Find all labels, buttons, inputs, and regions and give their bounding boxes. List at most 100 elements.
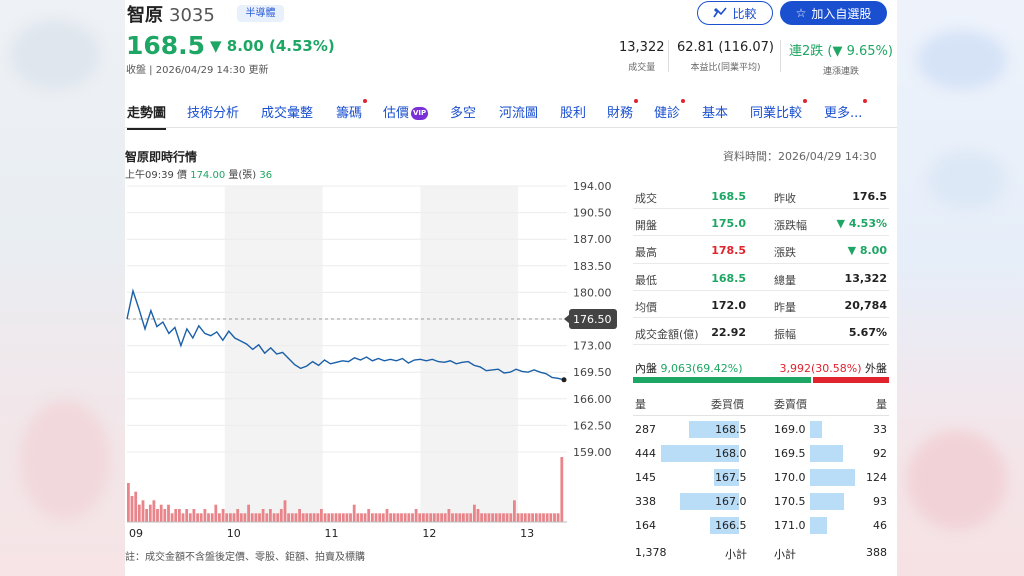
ask-price: 169.0 <box>774 423 806 436</box>
y-tick-label: 162.50 <box>573 419 612 432</box>
tab-valuation[interactable]: 估價 VIP <box>383 102 429 121</box>
volume-bar <box>345 513 349 522</box>
volume-bar <box>465 513 469 522</box>
volume-bar <box>167 504 170 522</box>
volume-bar <box>229 513 232 522</box>
quote-value: 168.5 <box>711 190 746 203</box>
volume-bar <box>483 513 487 522</box>
compare-button[interactable]: 比較 <box>697 1 773 25</box>
volume-bar <box>491 513 494 522</box>
quote-value: ▼ 8.00 <box>847 244 887 258</box>
tab-bar: 走勢圖 技術分析 成交彙整 籌碼 估價 VIP 多空 河流圖 股利 財務 健診 基… <box>125 99 897 130</box>
stock-name: 智原 <box>127 5 163 26</box>
volume-bar <box>487 513 491 522</box>
volume-bar <box>538 513 542 522</box>
y-tick-label: 183.50 <box>573 260 612 273</box>
stat-pe: 62.81 (116.07) 本益比(同業平均) <box>677 40 774 73</box>
x-tick-label: 10 <box>227 527 241 540</box>
tab-health[interactable]: 健診 <box>654 99 686 121</box>
volume-bar <box>531 513 534 522</box>
quote-label: 振幅 <box>774 327 796 341</box>
bid-qty: 145 <box>635 471 656 484</box>
volume-bar <box>516 513 520 522</box>
volume-bar <box>185 509 189 522</box>
tab-financial[interactable]: 財務 <box>607 99 639 121</box>
volume-bar <box>381 513 385 522</box>
hour-band <box>224 186 323 522</box>
volume-bar <box>374 513 378 522</box>
quote-row: 最低 168.5 總量 13,322 <box>633 264 889 291</box>
volume-bar <box>218 513 221 522</box>
intraday-chart[interactable]: 194.00 190.50 187.00 183.50 180.00 173.00 169.… <box>125 182 625 542</box>
volume-bar <box>458 513 462 522</box>
volume-bar <box>258 513 261 522</box>
volume-bar <box>553 513 556 522</box>
outer-label: 外盤 <box>865 362 887 375</box>
volume-bar <box>221 509 225 522</box>
volume-bar <box>371 513 374 522</box>
tab-trade-summary[interactable]: 成交彙整 <box>261 102 313 121</box>
volume-bar <box>196 513 199 522</box>
bid-qty: 287 <box>635 423 656 436</box>
bid-price: 167.5 <box>715 471 747 484</box>
ask-price-header: 委賣價 <box>774 398 807 411</box>
volume-bar <box>334 513 338 522</box>
quote-value: 22.92 <box>711 325 746 339</box>
volume-bar <box>349 513 352 522</box>
vip-badge: VIP <box>411 107 429 120</box>
star-icon: ☆ <box>795 6 807 20</box>
current-price: 168.5 <box>126 31 206 60</box>
tab-river-chart[interactable]: 河流圖 <box>499 102 538 121</box>
volume-bar <box>545 513 549 522</box>
tab-technical[interactable]: 技術分析 <box>187 102 239 121</box>
divider <box>668 40 669 72</box>
bid-total: 1,378 <box>635 546 667 559</box>
add-watchlist-button[interactable]: ☆ 加入自選股 <box>780 1 887 25</box>
inout-bar <box>633 377 889 383</box>
volume-bar <box>411 513 414 522</box>
tab-trend[interactable]: 走勢圖 <box>127 102 167 130</box>
volume-bar <box>527 513 531 522</box>
data-time: 資料時間：2026/04/29 14:30 <box>723 150 877 163</box>
tab-label: 股利 <box>560 106 587 121</box>
tab-chips[interactable]: 籌碼 <box>336 99 368 121</box>
volume-bar <box>451 513 454 522</box>
volume-bar <box>367 509 371 522</box>
volume-bar <box>549 513 553 522</box>
volume-bar <box>134 491 138 522</box>
ask-total-label: 小計 <box>774 548 796 561</box>
quote-label: 開盤 <box>635 219 657 233</box>
divider <box>780 40 781 72</box>
tab-basic[interactable]: 基本 <box>702 102 728 121</box>
volume-bar <box>425 513 429 522</box>
tab-long-short[interactable]: 多空 <box>450 102 476 121</box>
volume-bar <box>476 509 480 522</box>
volume-bar <box>498 513 502 522</box>
tab-dividend[interactable]: 股利 <box>560 102 586 121</box>
bid-volume-bar <box>713 469 739 486</box>
volume-bar <box>192 509 196 522</box>
volume-bar <box>247 504 250 522</box>
tab-peer-compare[interactable]: 同業比較 <box>750 99 808 121</box>
ask-volume-bar <box>810 493 844 510</box>
ask-qty: 46 <box>873 519 887 532</box>
industry-badge[interactable]: 半導體 <box>237 5 284 22</box>
volume-bar <box>130 496 134 522</box>
volume-bar <box>254 513 258 522</box>
volume-bar <box>556 513 560 522</box>
quote-label: 最低 <box>635 273 657 287</box>
intraday-chart-svg[interactable]: 194.00 190.50 187.00 183.50 180.00 173.00 169.… <box>125 182 625 542</box>
tab-more[interactable]: 更多... <box>824 99 868 121</box>
tab-label: 同業比較 <box>750 106 803 121</box>
x-tick-label: 11 <box>325 527 339 540</box>
volume-bar <box>127 483 130 522</box>
volume-bar <box>436 513 440 522</box>
volume-bar <box>141 500 145 522</box>
volume-bar <box>432 513 436 522</box>
tab-label: 籌碼 <box>336 106 363 121</box>
compare-icon <box>713 7 728 18</box>
notification-dot <box>681 99 686 103</box>
y-tick-label: 159.00 <box>573 446 612 459</box>
quote-label: 均價 <box>635 300 657 314</box>
tab-label: 基本 <box>702 106 729 121</box>
